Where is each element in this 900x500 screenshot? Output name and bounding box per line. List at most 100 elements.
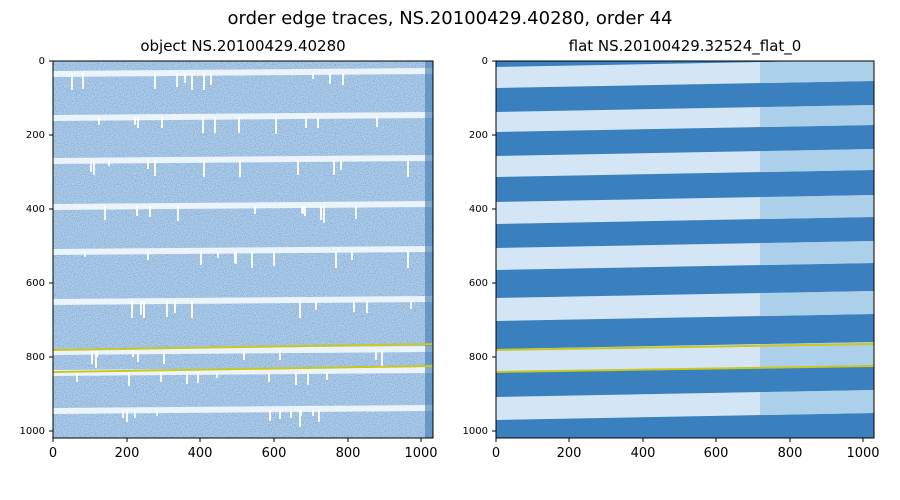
object-streak <box>279 351 281 360</box>
flat-band-shade <box>760 390 874 415</box>
object-streak <box>318 410 320 422</box>
object-streak <box>161 117 163 128</box>
object-streak <box>203 73 205 90</box>
object-streak <box>108 160 110 166</box>
object-order-stripe <box>53 296 433 305</box>
object-x-tick-labels: 0 200 400 600 800 1000 <box>49 446 438 461</box>
object-streak <box>143 301 145 318</box>
object-y-ticks <box>49 60 53 432</box>
object-y-tick-0: 0 <box>39 56 45 67</box>
object-upper-trace <box>53 343 433 351</box>
object-streak <box>307 372 309 385</box>
object-streak <box>275 117 277 134</box>
object-order-stripe <box>53 112 433 121</box>
object-streak <box>140 301 142 315</box>
object-streak <box>234 251 236 263</box>
object-y-tick-800: 800 <box>26 352 45 363</box>
object-streak <box>191 73 193 90</box>
object-y-tick-1000: 1000 <box>20 426 45 437</box>
object-image <box>53 61 433 438</box>
object-order-stripe <box>53 68 433 77</box>
object-streak <box>104 206 106 220</box>
object-streak <box>76 372 78 382</box>
object-streak <box>122 410 124 418</box>
object-x-tick-400: 400 <box>188 446 213 461</box>
object-streak <box>381 351 383 366</box>
flat-axes-frame <box>495 60 875 439</box>
object-y-tick-600: 600 <box>26 278 45 289</box>
object-streak <box>137 351 139 362</box>
object-streak <box>200 251 202 265</box>
object-streak <box>312 410 314 416</box>
flat-panel-title: flat NS.20100429.32524_flat_0 <box>568 37 802 55</box>
object-streak <box>210 73 212 85</box>
flat-x-tick-800: 800 <box>778 446 803 461</box>
object-right-edge <box>425 61 433 438</box>
flat-image <box>496 61 874 438</box>
object-streak <box>254 206 256 214</box>
object-streak <box>279 410 281 419</box>
object-streak <box>184 73 186 83</box>
object-streak <box>410 301 412 309</box>
flat-x-tick-1000: 1000 <box>846 446 879 461</box>
object-streak <box>202 117 204 133</box>
object-streak <box>91 351 93 364</box>
flat-lower-trace <box>496 365 874 373</box>
object-panel-title: object NS.20100429.40280 <box>140 37 346 55</box>
object-order-stripe <box>53 201 433 210</box>
flat-y-tick-200: 200 <box>469 130 488 141</box>
flat-x-tick-labels: 0 200 400 600 800 1000 <box>492 446 880 461</box>
object-streak <box>407 160 409 177</box>
flat-y-tick-0: 0 <box>482 56 488 67</box>
flat-upper-trace <box>496 343 874 351</box>
object-streak <box>84 251 86 257</box>
object-streak <box>320 206 322 220</box>
object-streak <box>163 351 165 364</box>
object-x-tick-1000: 1000 <box>404 446 437 461</box>
object-streak <box>299 301 301 318</box>
object-order-stripe <box>53 367 433 376</box>
flat-band-shade <box>760 342 874 367</box>
object-streak <box>304 206 306 216</box>
object-streak <box>217 251 219 258</box>
object-streak <box>90 160 92 172</box>
flat-band-shade <box>760 241 874 265</box>
object-streak <box>203 160 205 177</box>
flat-y-tick-600: 600 <box>469 278 488 289</box>
object-y-tick-labels: 0 200 400 600 800 1000 <box>20 56 45 437</box>
flat-x-tick-200: 200 <box>557 446 582 461</box>
flat-y-tick-labels: 0 200 400 600 800 1000 <box>463 56 488 437</box>
object-x-tick-200: 200 <box>115 446 140 461</box>
object-streak <box>191 301 193 318</box>
object-streak <box>197 372 199 383</box>
object-streak <box>299 410 301 427</box>
object-streak <box>214 117 216 133</box>
object-streak <box>136 206 138 216</box>
object-streak <box>166 301 168 317</box>
object-streak <box>82 73 84 89</box>
object-streak <box>297 160 299 175</box>
object-streak <box>147 251 149 260</box>
flat-band-shade <box>760 149 874 172</box>
object-streak <box>312 73 314 79</box>
flat-y-tick-400: 400 <box>469 204 488 215</box>
flat-x-tick-600: 600 <box>704 446 729 461</box>
object-streak <box>147 160 149 169</box>
flat-x-tick-0: 0 <box>492 446 500 461</box>
object-streak <box>340 160 342 170</box>
object-streak <box>176 73 178 87</box>
object-streak <box>407 251 409 268</box>
object-y-tick-200: 200 <box>26 130 45 141</box>
object-streak <box>132 351 134 357</box>
flat-band-shade <box>760 291 874 316</box>
object-streak <box>95 351 97 368</box>
object-streak <box>160 372 162 382</box>
object-streak <box>93 160 95 175</box>
object-order-stripe <box>53 405 433 414</box>
object-streak <box>323 206 325 223</box>
flat-band-shade <box>760 61 874 83</box>
object-streak <box>300 410 302 416</box>
object-streak <box>335 251 337 268</box>
object-streak <box>351 251 353 260</box>
object-streak <box>251 251 253 268</box>
